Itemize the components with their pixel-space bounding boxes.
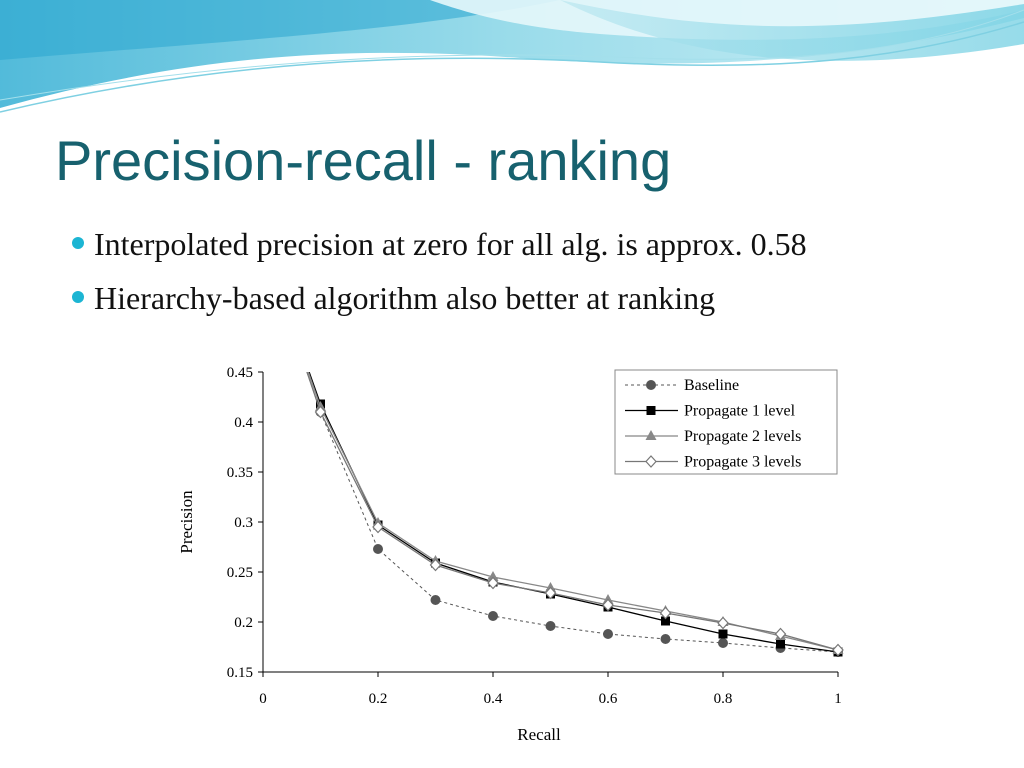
legend-label: Propagate 1 level <box>684 403 796 420</box>
data-point <box>660 634 671 644</box>
slide-title: Precision-recall - ranking <box>55 129 672 192</box>
bullet-item: Interpolated precision at zero for all a… <box>72 222 807 276</box>
y-tick-group: 0.15 0.2 0.25 0.3 0.35 0.4 0.45 <box>227 365 263 681</box>
data-point <box>545 621 556 631</box>
data-point <box>774 627 787 641</box>
data-point <box>488 611 498 621</box>
legend-marker <box>645 455 657 468</box>
x-tick-label: 0 <box>259 691 267 707</box>
data-point <box>487 576 499 590</box>
bullet-text: Hierarchy-based algorithm also better at… <box>94 280 716 316</box>
legend-label: Propagate 2 levels <box>684 428 801 445</box>
x-tick-label: 0.2 <box>369 691 388 707</box>
y-tick-label: 0.35 <box>227 465 253 481</box>
precision-recall-chart: 0.15 0.2 0.25 0.3 0.35 0.4 0.45 0 0.2 0.4 0.6 0.8 1… <box>177 365 844 744</box>
bullet-item: Hierarchy-based algorithm also better at… <box>72 276 807 330</box>
series-clip-group <box>306 372 844 657</box>
y-tick-label: 0.4 <box>234 415 253 431</box>
x-tick-label: 0.6 <box>599 691 618 707</box>
legend-marker <box>646 380 656 390</box>
x-tick-label: 1 <box>834 691 842 707</box>
data-point <box>659 606 672 620</box>
y-tick-label: 0.2 <box>234 615 253 631</box>
y-tick-label: 0.3 <box>234 515 253 531</box>
legend-label: Propagate 3 levels <box>684 454 801 471</box>
y-axis-title: Precision <box>177 490 196 554</box>
legend-marker <box>645 430 657 440</box>
legend: Baseline Propagate 1 level Propagate 2 lev… <box>614 369 838 475</box>
legend-label: Baseline <box>684 377 739 394</box>
data-point <box>373 544 383 554</box>
data-point <box>487 571 499 581</box>
x-tick-label: 0.4 <box>484 691 503 707</box>
x-tick-label: 0.8 <box>714 691 733 707</box>
data-point <box>544 586 557 600</box>
data-point <box>718 638 728 648</box>
x-tick-group: 0 0.2 0.4 0.6 0.8 1 <box>259 672 842 707</box>
y-tick-label: 0.45 <box>227 365 253 381</box>
bullet-text: Interpolated precision at zero for all a… <box>94 226 807 262</box>
y-tick-label: 0.25 <box>227 565 253 581</box>
data-point <box>661 616 670 626</box>
bullet-dot-icon <box>72 237 84 249</box>
data-point <box>602 598 614 612</box>
bullet-list: Interpolated precision at zero for all a… <box>72 222 807 330</box>
legend-marker <box>646 406 656 415</box>
chart-panel: 0.15 0.2 0.25 0.3 0.35 0.4 0.45 0 0.2 0.4 0.6 0.8 1… <box>170 352 846 766</box>
data-point <box>603 629 613 639</box>
data-point <box>430 595 441 605</box>
x-axis-title: Recall <box>517 725 561 744</box>
series-layer <box>306 372 844 657</box>
data-point <box>429 558 442 572</box>
data-point <box>776 639 785 649</box>
y-tick-label: 0.15 <box>227 665 253 681</box>
bullet-dot-icon <box>72 291 84 303</box>
data-point <box>718 629 728 639</box>
data-point <box>372 520 384 534</box>
data-point <box>314 405 327 419</box>
data-point <box>717 616 729 630</box>
data-point <box>832 643 844 657</box>
